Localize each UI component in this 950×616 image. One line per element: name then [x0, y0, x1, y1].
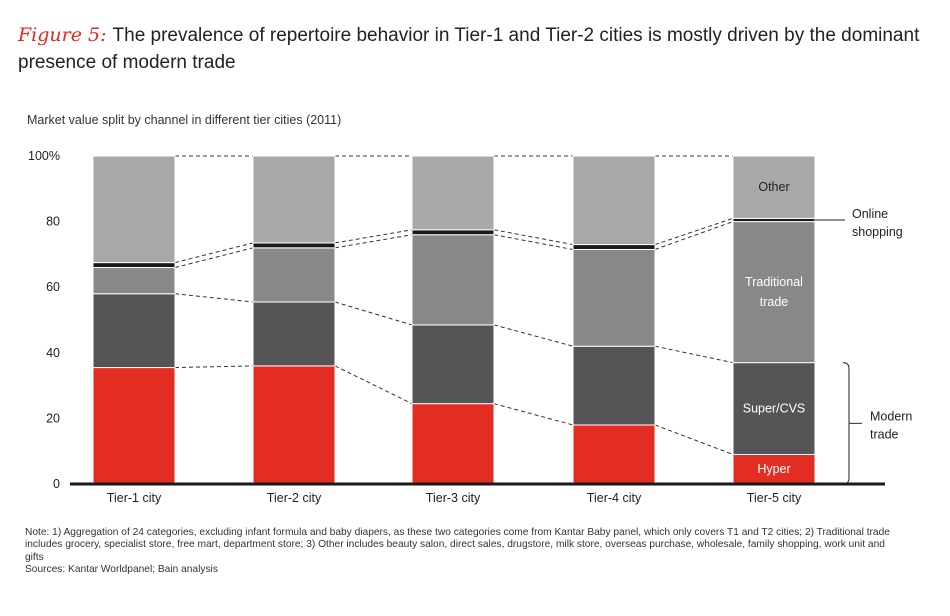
connector-line: [654, 424, 734, 455]
bar-group: [252, 155, 336, 485]
connector-line: [493, 229, 574, 246]
segment-label-traditional: Traditional: [745, 275, 803, 289]
bar-segment: [92, 367, 176, 485]
x-tick-label: Tier-1 city: [107, 491, 162, 505]
connector-line: [493, 234, 574, 250]
y-tick-label: 0: [53, 477, 60, 491]
segment-label-other: Other: [758, 180, 789, 194]
bar-segment: [92, 155, 176, 264]
bar-group: [732, 155, 816, 485]
footnote-note: Note: 1) Aggregation of 24 categories, e…: [25, 527, 890, 563]
connector-line: [654, 217, 734, 246]
connector-line: [334, 301, 413, 326]
x-tick-label: Tier-3 city: [426, 491, 481, 505]
bar-segment: [411, 324, 495, 405]
chart-subtitle: Market value split by channel in differe…: [27, 113, 342, 127]
bar-group: [411, 155, 495, 485]
bar-segment: [732, 221, 816, 364]
bar-segment: [252, 155, 336, 244]
bar-segment: [572, 345, 656, 426]
bar-segment: [411, 403, 495, 485]
bar-segment: [411, 229, 495, 236]
bar-segment: [411, 155, 495, 231]
segment-label-trade: trade: [760, 295, 789, 309]
bar-segment: [732, 155, 816, 219]
connector-line: [174, 247, 254, 269]
bar-segment: [572, 248, 656, 347]
connector-line: [174, 242, 254, 264]
figure-title: Figure 5: The prevalence of repertoire be…: [18, 22, 938, 76]
modern-annotation: Modern: [870, 409, 912, 423]
figure-title-text: The prevalence of repertoire behavior in…: [18, 25, 920, 73]
segment-label-super-cvs: Super/CVS: [743, 402, 806, 416]
bar-segment: [411, 234, 495, 326]
connector-line: [174, 293, 254, 303]
connector-line: [493, 403, 574, 426]
y-tick-label: 100%: [28, 149, 60, 163]
y-tick-label: 60: [46, 280, 60, 294]
footnote: Note: 1) Aggregation of 24 categories, e…: [25, 527, 905, 577]
bar-segment: [92, 262, 176, 269]
modern-trade-bracket: [842, 362, 850, 485]
connector-line: [654, 345, 734, 364]
online-annotation: Online: [852, 207, 888, 221]
segment-label-hyper: Hyper: [757, 462, 790, 476]
bar-segment: [732, 362, 816, 455]
figure-label: Figure 5:: [18, 24, 107, 46]
online-annotation-2: shopping: [852, 225, 903, 239]
connector-line: [334, 365, 413, 405]
bar-segment: [572, 424, 656, 485]
connector-line: [493, 324, 574, 347]
bar-segment: [252, 365, 336, 485]
bar-segment: [572, 244, 656, 250]
x-tick-label: Tier-5 city: [747, 491, 802, 505]
bar-segment: [92, 267, 176, 295]
x-tick-label: Tier-4 city: [587, 491, 642, 505]
y-tick-label: 80: [46, 215, 60, 229]
bar-segment: [252, 301, 336, 367]
bar-group: [572, 155, 656, 485]
connector-line: [654, 221, 734, 250]
bar-segment: [252, 242, 336, 249]
modern-annotation-2: trade: [870, 427, 899, 441]
x-tick-label: Tier-2 city: [267, 491, 322, 505]
y-tick-label: 40: [46, 346, 60, 360]
bar-group: [92, 155, 176, 485]
connector-line: [334, 229, 413, 244]
bar-segment: [252, 247, 336, 303]
bar-segment: [572, 155, 656, 246]
bar-segment: [92, 293, 176, 369]
y-tick-label: 20: [46, 411, 60, 425]
connector-line: [334, 234, 413, 249]
footnote-sources: Sources: Kantar Worldpanel; Bain analysi…: [25, 564, 218, 576]
connector-line: [174, 365, 254, 369]
